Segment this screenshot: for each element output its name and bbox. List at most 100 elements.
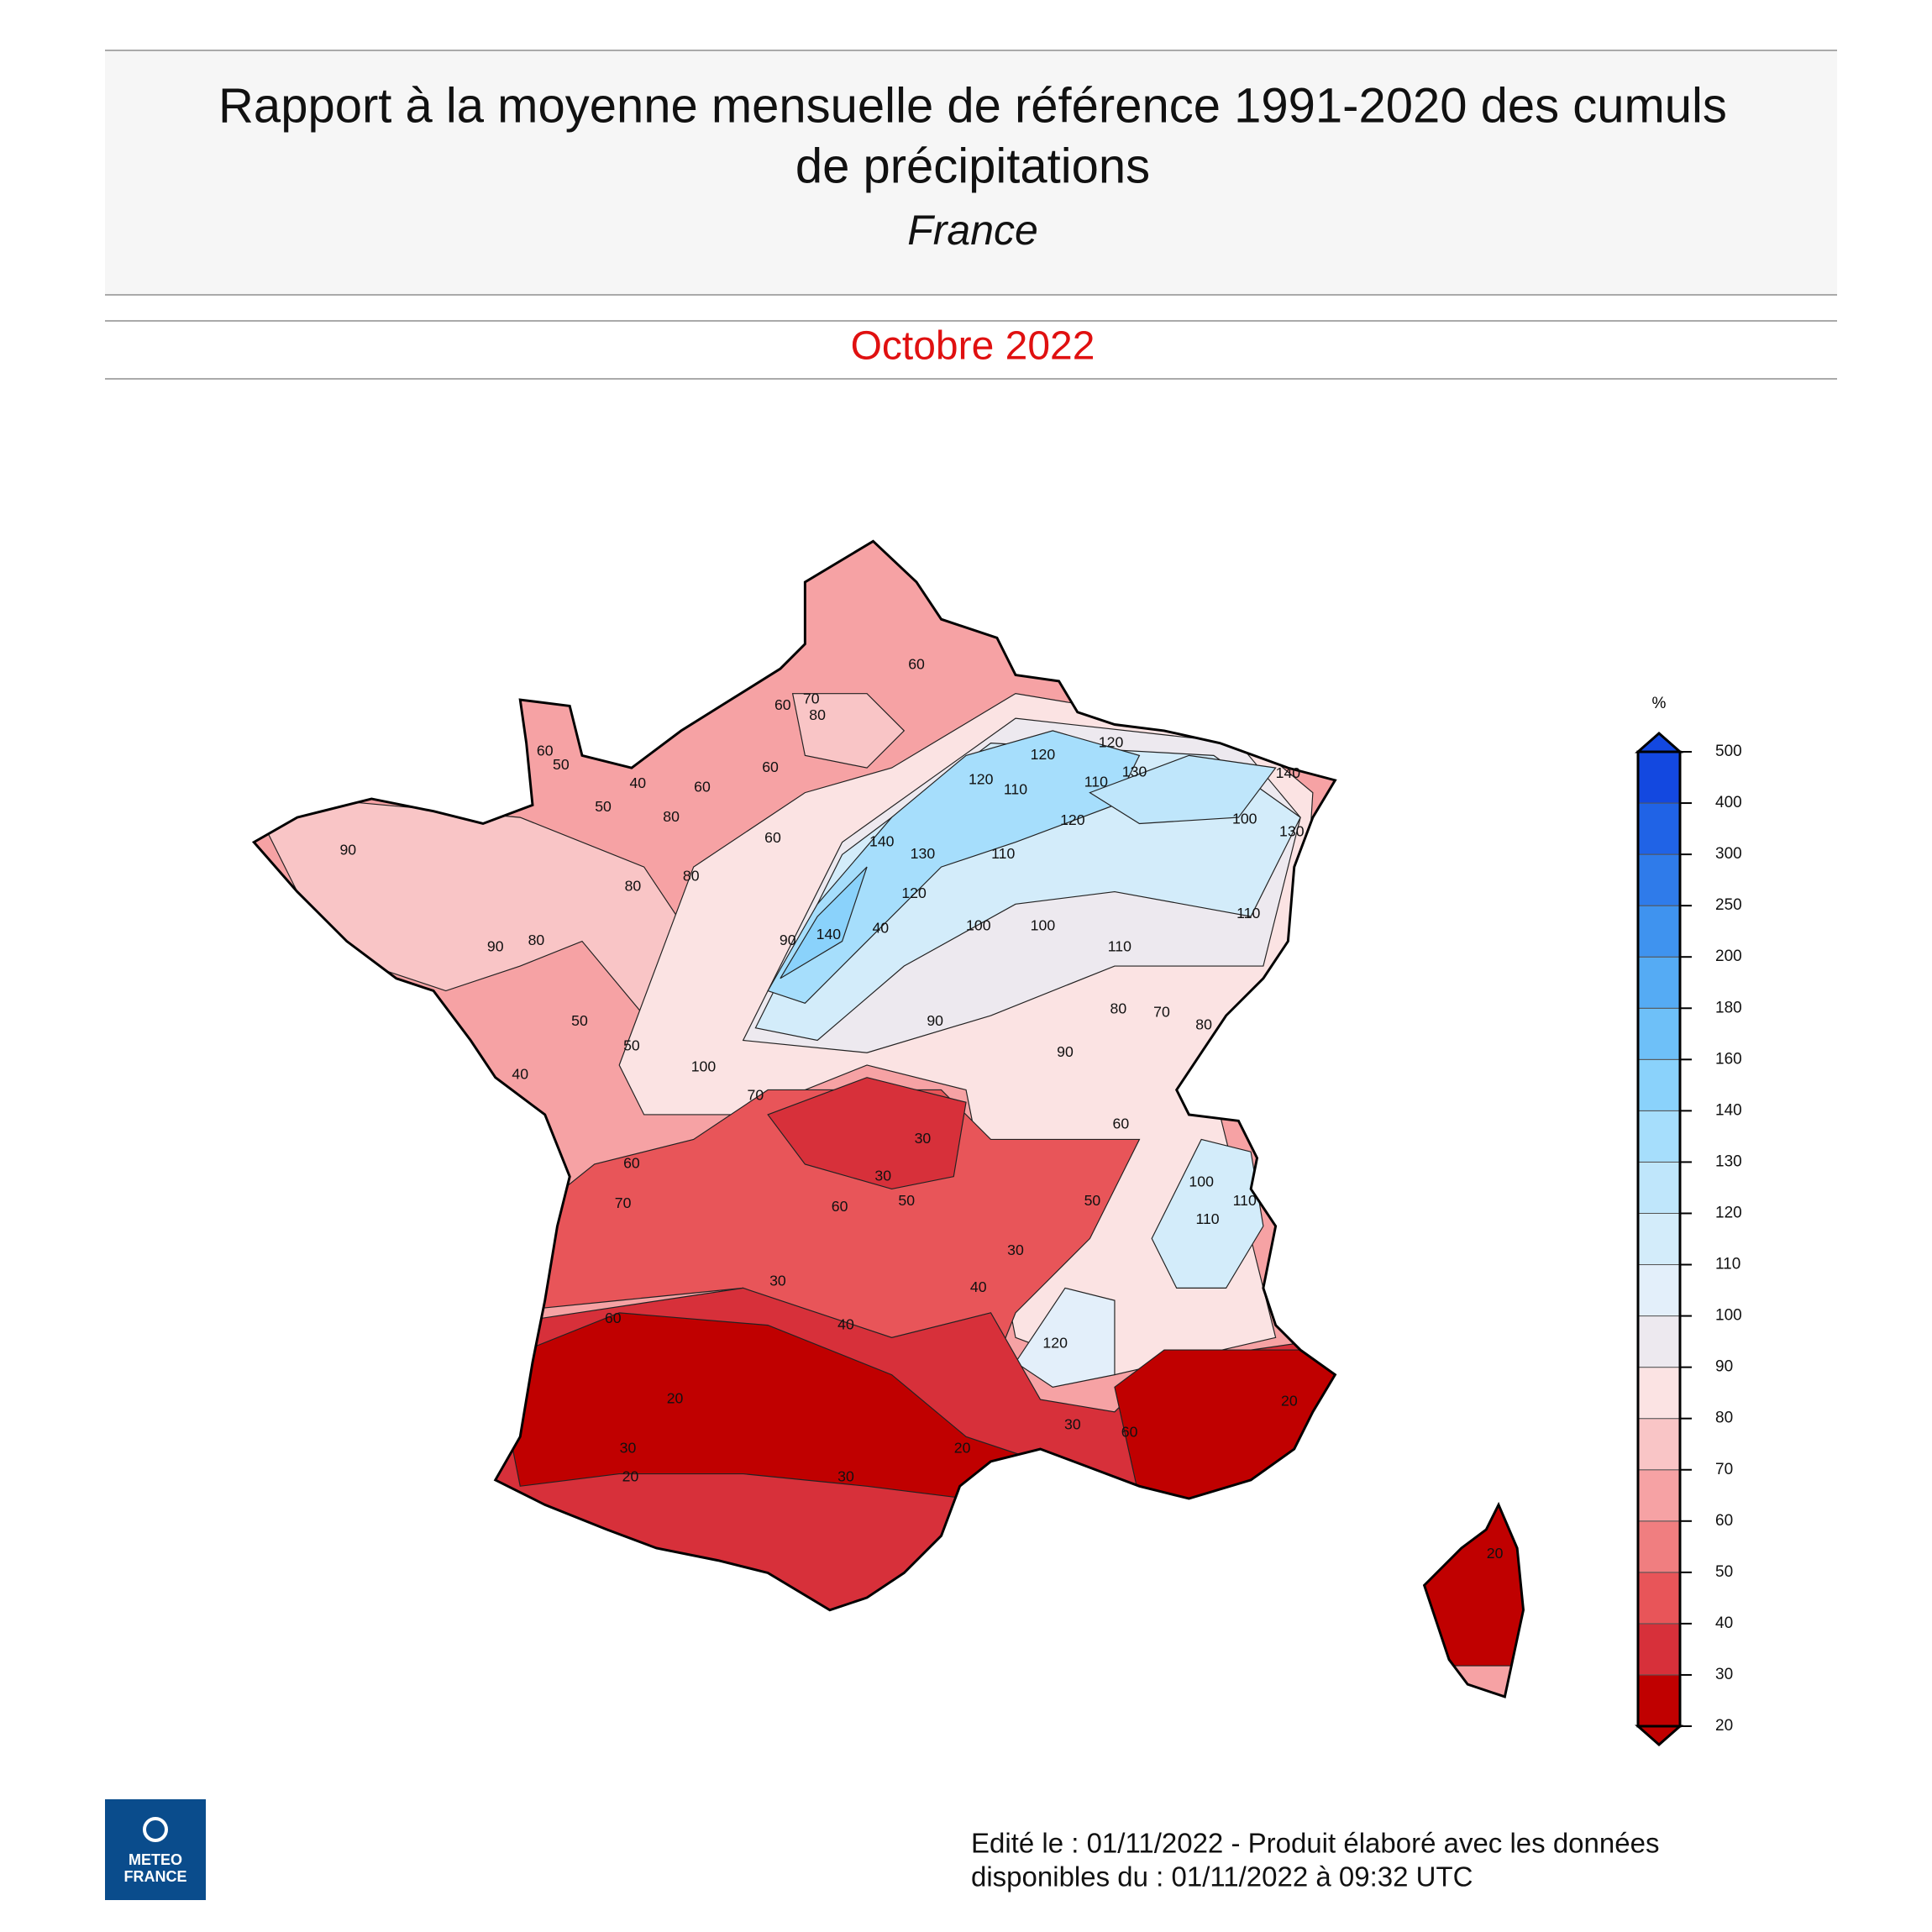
contour-label: 100 — [1232, 811, 1257, 827]
contour-label: 60 — [537, 743, 554, 759]
contour-label: 40 — [629, 774, 646, 791]
contour-label: 130 — [1279, 822, 1305, 839]
contour-label: 90 — [339, 842, 356, 858]
legend-swatch — [1637, 802, 1681, 855]
legend-unit: % — [1652, 695, 1667, 712]
subtitle: France — [907, 207, 1038, 254]
contour-label: 40 — [512, 1065, 528, 1082]
legend-swatch — [1637, 751, 1681, 804]
contour-label: 110 — [1236, 905, 1260, 921]
contour-label: 110 — [1004, 780, 1027, 797]
legend-tick-label: 40 — [1715, 1614, 1733, 1632]
legend-swatch — [1637, 1623, 1681, 1676]
contour-label: 60 — [623, 1155, 640, 1172]
legend-swatch — [1637, 1058, 1681, 1111]
contour-label: 40 — [872, 919, 889, 936]
contour-label: 120 — [901, 885, 927, 901]
contour-label: 60 — [762, 759, 779, 775]
map-region — [1015, 1287, 1116, 1388]
legend-swatch — [1637, 1674, 1681, 1727]
contour-label: 100 — [1189, 1173, 1214, 1190]
legend-swatch — [1637, 1367, 1681, 1420]
legend-swatch — [1637, 1520, 1681, 1573]
legend-arrow — [1635, 732, 1683, 753]
legend-swatch — [1637, 1418, 1681, 1471]
legend-swatch — [1637, 1212, 1681, 1266]
contour-label: 80 — [528, 932, 545, 948]
legend-tick-label: 50 — [1715, 1563, 1733, 1581]
contour-label: 60 — [908, 655, 925, 672]
contour-label: 20 — [622, 1468, 639, 1485]
contour-label: 70 — [1153, 1004, 1170, 1021]
contour-label: 70 — [615, 1194, 632, 1211]
contour-label: 80 — [1110, 1000, 1127, 1016]
contour-label: 110 — [1195, 1210, 1219, 1227]
legend-frame — [1636, 750, 1682, 1728]
contour-label: 60 — [774, 696, 791, 713]
legend-swatch — [1637, 1315, 1681, 1368]
map-region — [780, 866, 868, 979]
logo — [105, 1799, 206, 1900]
contour-label: 80 — [1195, 1016, 1212, 1032]
legend-tick-label: 200 — [1715, 948, 1742, 965]
legend-tick-label: 130 — [1715, 1152, 1742, 1170]
contour-label: 40 — [970, 1278, 987, 1295]
legend-tick-label: 140 — [1715, 1101, 1742, 1119]
map-region — [1089, 754, 1277, 825]
legend-tick-label: 180 — [1715, 999, 1742, 1016]
contour-label: 40 — [837, 1315, 854, 1332]
contour-label: 100 — [691, 1058, 717, 1075]
contour-label: 100 — [1031, 917, 1056, 934]
contour-label: 20 — [667, 1390, 684, 1407]
contour-label: 30 — [1007, 1242, 1024, 1258]
legend-tick-label: 110 — [1715, 1256, 1740, 1273]
contour-label: 50 — [898, 1192, 915, 1209]
map-region — [791, 693, 906, 769]
contour-label: 50 — [623, 1037, 640, 1054]
legend-tick-label: 400 — [1715, 794, 1742, 811]
contour-label: 130 — [911, 845, 936, 862]
contour-label: 60 — [1112, 1115, 1129, 1131]
contour-label: 60 — [832, 1198, 848, 1215]
legend-tick-label: 500 — [1715, 743, 1742, 760]
contour-label: 120 — [1042, 1334, 1068, 1351]
legend-swatch — [1637, 1264, 1681, 1317]
contour-label: 20 — [1487, 1545, 1504, 1562]
footer: Edité le : 01/11/2022 - Produit élaboré … — [971, 1828, 1659, 1859]
contour-label: 110 — [1108, 938, 1131, 955]
logo-icon — [143, 1817, 168, 1842]
contour-label: 60 — [694, 778, 711, 795]
map-region — [1362, 1485, 1524, 1697]
contour-label: 80 — [663, 808, 680, 825]
contour-label: 50 — [553, 756, 570, 773]
contour-label: 50 — [571, 1012, 588, 1029]
legend-swatch — [1637, 1469, 1681, 1522]
contour-label: 60 — [764, 829, 781, 846]
contour-label: 50 — [595, 798, 612, 815]
contour-label: 90 — [780, 932, 796, 948]
legend-tick-label: 70 — [1715, 1461, 1733, 1478]
contour-label: 120 — [1060, 811, 1085, 828]
contour-label: 30 — [620, 1440, 637, 1457]
contour-label: 120 — [969, 771, 994, 788]
contour-label: 110 — [991, 845, 1015, 862]
contour-label: 120 — [1031, 746, 1056, 763]
contour-label: 20 — [1281, 1393, 1298, 1410]
legend-tick-label: 60 — [1715, 1512, 1733, 1530]
title: Rapport à la moyenne mensuelle de référe… — [218, 78, 1727, 133]
contour-label: 140 — [869, 832, 895, 849]
legend-swatch — [1637, 1110, 1681, 1163]
legend-tick-label: 90 — [1715, 1358, 1733, 1376]
legend-tick-label: 300 — [1715, 845, 1742, 863]
contour-label: 110 — [1084, 773, 1108, 790]
contour-label: 110 — [1233, 1192, 1257, 1209]
footer: disponibles du : 01/11/2022 à 09:32 UTC — [971, 1861, 1473, 1893]
contour-label: 60 — [1121, 1424, 1138, 1441]
legend-swatch — [1637, 1161, 1681, 1214]
contour-label: 90 — [927, 1012, 943, 1029]
legend: % 20 30 40 50 60 70 80 90 100 110 120 130 140 160 180 20… — [1635, 695, 1742, 1746]
legend-tick-label: 160 — [1715, 1050, 1742, 1068]
